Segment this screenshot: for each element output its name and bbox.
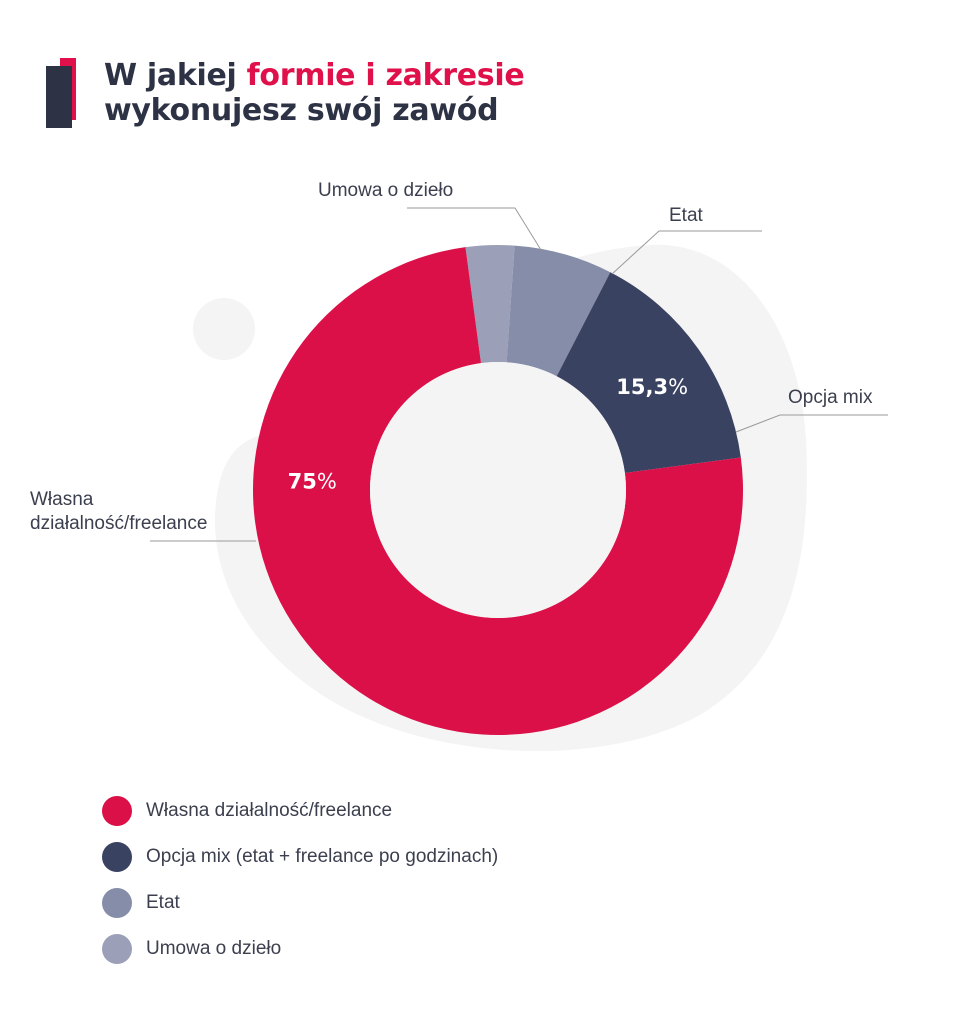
donut-slice [465, 245, 515, 364]
legend-label: Umowa o dzieło [146, 938, 282, 959]
legend-label: Etat [146, 892, 180, 913]
callout-umowa-label: Umowa o dzieło [318, 180, 453, 201]
legend-swatch [102, 796, 132, 826]
callout-etat-label: Etat [669, 205, 704, 226]
chart-legend: Własna działalność/freelance Opcja mix (e… [102, 788, 498, 972]
value-label-opcja-mix: 15,3% [616, 375, 688, 399]
donut-slice [252, 247, 743, 735]
legend-item: Umowa o dzieło [102, 926, 498, 972]
legend-item: Opcja mix (etat + freelance po godzinach… [102, 834, 498, 880]
legend-swatch [102, 888, 132, 918]
brand-logo [46, 58, 86, 128]
background-dot [193, 298, 255, 360]
legend-swatch [102, 934, 132, 964]
legend-item: Etat [102, 880, 498, 926]
donut-slice [556, 272, 741, 473]
donut-hole [370, 362, 626, 618]
logo-front-bar [46, 66, 72, 128]
title-line-1: W jakiej formie i zakresie [104, 58, 525, 93]
legend-label: Opcja mix (etat + freelance po godzinach… [146, 846, 499, 867]
legend-item: Własna działalność/freelance [102, 788, 498, 834]
title-accent: formie i zakresie [246, 58, 525, 93]
callout-umowa-leader [407, 207, 542, 251]
legend-label: Własna działalność/freelance [146, 800, 393, 821]
legend-swatch [102, 842, 132, 872]
chart-title: W jakiej formie i zakresie wykonujesz sw… [104, 58, 525, 128]
callout-wlasna-label: Własna działalność/freelance [30, 489, 207, 534]
donut-slice [506, 245, 611, 377]
title-prefix: W jakiej [104, 58, 247, 93]
callout-opcja-mix-leader [735, 414, 888, 433]
callout-opcja-mix-label: Opcja mix [788, 387, 873, 408]
callout-etat-leader [611, 230, 762, 275]
title-line-2: wykonujesz swój zawód [104, 93, 499, 128]
value-label-wlasna: 75% [288, 470, 337, 494]
